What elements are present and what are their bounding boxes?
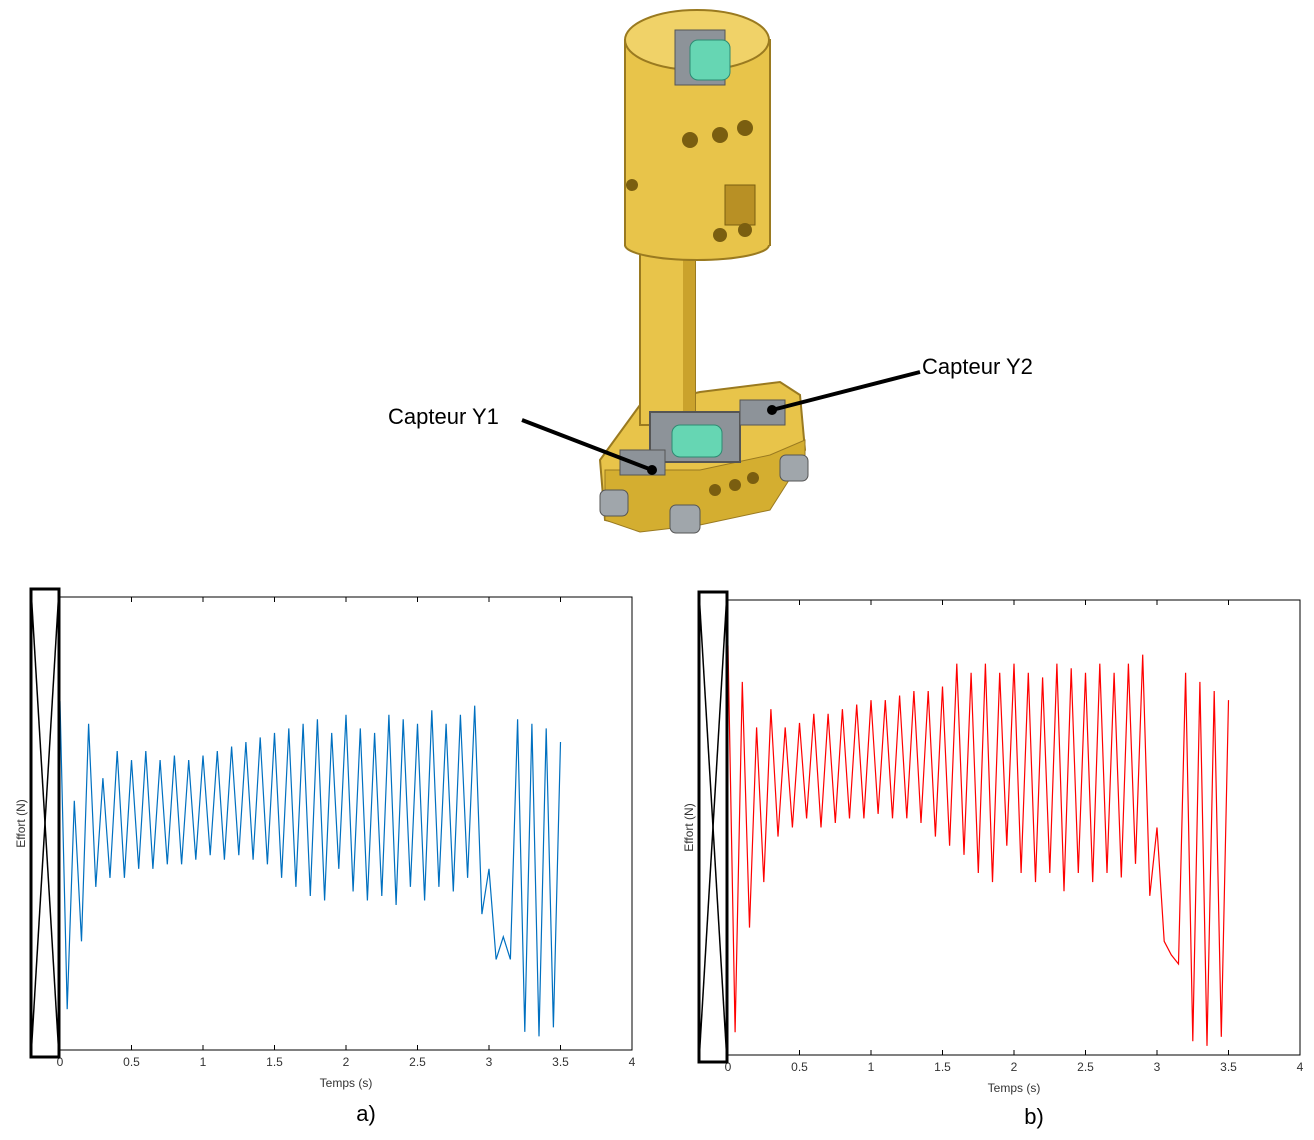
x-tick-label: 0 (725, 1060, 732, 1074)
x-tick-label: 3.5 (552, 1055, 569, 1069)
data-line (59, 701, 562, 1037)
callout-label: Capteur Y2 (922, 354, 1033, 379)
mask-cross (30, 588, 60, 1058)
x-tick-label: 2 (1011, 1060, 1018, 1074)
mask-cross (698, 591, 728, 1063)
plot-frame (59, 596, 633, 1051)
caption: a) (356, 1101, 376, 1126)
x-tick-label: 0.5 (791, 1060, 808, 1074)
x-tick-label: 0 (57, 1055, 64, 1069)
x-tick-label: 4 (1297, 1060, 1304, 1074)
callout-label: Capteur Y1 (388, 404, 499, 429)
x-tick-label: 3 (1154, 1060, 1161, 1074)
caption: b) (1024, 1104, 1044, 1129)
x-tick-label: 3 (486, 1055, 493, 1069)
x-tick-label: 0.5 (123, 1055, 140, 1069)
x-axis-label: Temps (s) (988, 1081, 1041, 1095)
x-tick-label: 3.5 (1220, 1060, 1237, 1074)
x-tick-label: 2.5 (409, 1055, 426, 1069)
cad-model: Capteur Y1 Capteur Y2 (388, 9, 1033, 534)
x-tick-label: 2 (343, 1055, 350, 1069)
x-tick-label: 4 (629, 1055, 636, 1069)
data-line (727, 645, 1230, 1046)
x-tick-label: 2.5 (1077, 1060, 1094, 1074)
y-axis-label: Effort (N) (14, 799, 28, 847)
y-axis-label: Effort (N) (682, 803, 696, 851)
x-axis-label: Temps (s) (320, 1076, 373, 1090)
x-tick-label: 1.5 (266, 1055, 283, 1069)
x-tick-label: 1 (868, 1060, 875, 1074)
x-tick-label: 1 (200, 1055, 207, 1069)
x-tick-label: 1.5 (934, 1060, 951, 1074)
